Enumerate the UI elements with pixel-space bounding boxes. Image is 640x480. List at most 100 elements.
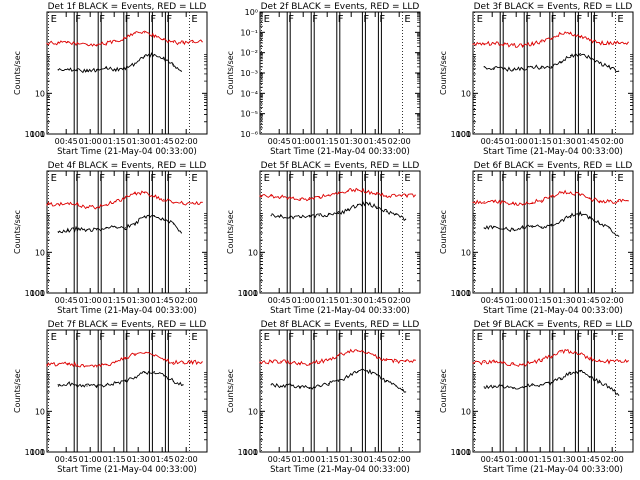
series-point-events: [153, 370, 155, 373]
series-point-lld: [483, 43, 485, 45]
series-point-lld: [201, 201, 203, 203]
series-point-lld: [201, 41, 203, 43]
state-marker-label: F: [551, 173, 557, 184]
x-tick-label: 00:45: [55, 455, 78, 464]
x-tick-label: 02:00: [175, 455, 198, 464]
series-point-events: [385, 211, 387, 213]
series-point-events: [608, 66, 610, 68]
series-point-events: [180, 70, 182, 72]
series-point-events: [376, 206, 378, 208]
series-point-events: [309, 387, 311, 389]
state-marker-label: F: [312, 14, 318, 25]
state-marker-label: E: [264, 332, 270, 343]
series-point-lld: [153, 195, 155, 197]
series-point-lld: [598, 42, 601, 44]
series-point-lld: [579, 353, 581, 355]
x-axis-label: Start Time (21-May-04 00:33:00): [483, 306, 623, 316]
series-point-lld: [144, 192, 146, 194]
series-point-lld: [182, 42, 184, 44]
y-tick-label: 100: [243, 448, 258, 457]
y-tick-label: 1000: [25, 130, 45, 139]
series-point-events: [570, 215, 572, 217]
series-point-events: [280, 215, 282, 217]
x-tick-label: 02:00: [175, 137, 198, 146]
state-marker-label: F: [363, 332, 369, 343]
series-point-lld: [289, 197, 291, 199]
state-marker-label: F: [501, 14, 507, 25]
series-point-lld: [124, 197, 126, 199]
chart-panel-5: Det 5f BLACK = Events, RED = LLD 1 10 10010…: [226, 161, 421, 316]
series-point-lld: [541, 41, 543, 43]
series-point-lld: [550, 37, 553, 39]
x-tick-label: 01:45: [364, 137, 387, 146]
series-point-lld: [405, 194, 407, 197]
series-point-lld: [124, 37, 126, 39]
state-marker-label: F: [125, 332, 131, 343]
series-point-events: [541, 226, 543, 228]
series-point-lld: [124, 356, 126, 359]
series-point-lld: [608, 361, 610, 363]
series-point-events: [618, 70, 620, 72]
series-point-lld: [531, 361, 533, 363]
series-point-lld: [115, 40, 117, 42]
series-point-lld: [560, 192, 562, 194]
state-marker-label: F: [99, 14, 105, 25]
series-point-lld: [144, 352, 146, 354]
series-point-lld: [134, 192, 136, 195]
series-point-lld: [502, 362, 504, 364]
series-point-lld: [589, 357, 591, 359]
series-point-events: [550, 225, 553, 227]
series-point-events: [86, 229, 88, 231]
y-tick-label: 1: [253, 448, 258, 457]
series-point-events: [270, 215, 272, 217]
series-point-lld: [163, 198, 165, 201]
series-point-lld: [541, 359, 543, 361]
state-marker-label: F: [338, 332, 344, 343]
chart-panel-6: Det 6f BLACK = Events, RED = LLD 1 10 10010…: [439, 161, 634, 316]
series-point-events: [76, 384, 78, 386]
series-point-lld: [76, 42, 78, 44]
y-tick-label: 1000: [25, 289, 45, 298]
x-axis-label: Start Time (21-May-04 00:33:00): [270, 465, 410, 475]
state-marker-label: F: [75, 332, 81, 343]
series-point-lld: [289, 361, 291, 363]
series-point-lld: [46, 42, 48, 44]
x-tick-label: 02:00: [601, 137, 624, 146]
series-point-events: [531, 384, 533, 386]
state-marker-label: F: [312, 173, 318, 184]
series-point-events: [318, 215, 320, 217]
series-point-lld: [163, 38, 165, 41]
x-axis-label: Start Time (21-May-04 00:33:00): [270, 306, 410, 316]
series-point-lld: [67, 202, 69, 204]
chart-title: Det 9f BLACK = Events, RED = LLD: [474, 320, 633, 330]
series-point-events: [560, 220, 562, 222]
x-axis-label: Start Time (21-May-04 00:33:00): [270, 147, 410, 157]
series-point-events: [385, 380, 387, 382]
series-point-events: [522, 68, 524, 70]
series-point-events: [163, 58, 165, 60]
state-marker-label: E: [404, 14, 410, 25]
y-tick-label: 1: [253, 289, 258, 298]
series-point-events: [560, 61, 562, 63]
series-point-events: [67, 230, 69, 232]
series-point-events: [357, 370, 359, 373]
series-point-events: [180, 232, 182, 234]
series-point-lld: [105, 364, 107, 366]
series-point-lld: [385, 359, 387, 361]
series-point-lld: [96, 366, 98, 368]
state-marker-label: E: [617, 14, 623, 25]
series-point-lld: [493, 361, 495, 363]
x-tick-label: 01:45: [577, 455, 600, 464]
y-axis-label: Counts/sec: [226, 210, 235, 254]
state-marker-label: E: [191, 332, 197, 343]
y-tick-label: 10: [461, 248, 471, 257]
series-point-lld: [172, 41, 174, 43]
series-point-events: [560, 377, 562, 379]
series-point-events: [337, 212, 339, 215]
y-tick-label: 1000: [451, 448, 471, 457]
y-tick-label: 10⁻⁴: [240, 89, 258, 98]
series-point-events: [172, 223, 174, 225]
series-point-lld: [259, 361, 261, 363]
series-point-events: [144, 371, 146, 374]
x-tick-label: 01:45: [151, 137, 174, 146]
